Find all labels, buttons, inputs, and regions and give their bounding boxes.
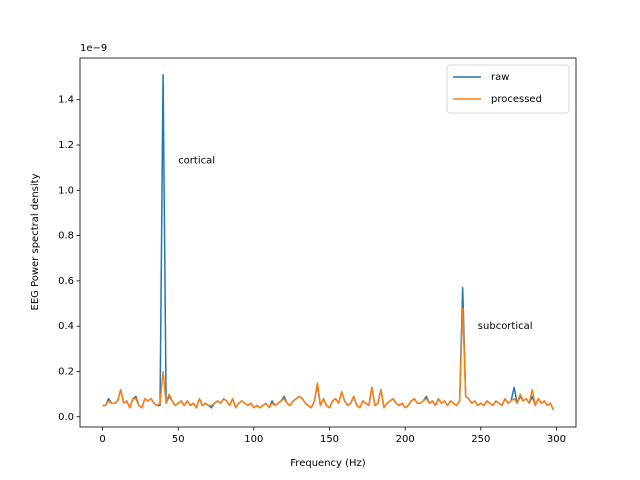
y-tick-label: 1.4: [58, 95, 74, 106]
x-tick-label: 0: [99, 434, 105, 445]
x-tick-label: 200: [396, 434, 415, 445]
annotation: subcortical: [478, 321, 533, 332]
legend-label: raw: [491, 72, 509, 83]
y-offset-label: 1e−9: [80, 43, 107, 54]
annotation: cortical: [178, 156, 215, 167]
y-tick-label: 1.2: [58, 140, 74, 151]
x-tick-label: 250: [471, 434, 490, 445]
x-tick-label: 300: [547, 434, 566, 445]
x-tick-label: 50: [172, 434, 185, 445]
x-tick-label: 100: [244, 434, 263, 445]
legend-label: processed: [491, 94, 542, 105]
y-tick-label: 1.0: [58, 185, 74, 196]
x-axis-label: Frequency (Hz): [290, 458, 366, 469]
y-tick-label: 0.0: [58, 412, 74, 423]
line-series: [102, 307, 555, 411]
y-axis-label: EEG Power spectral density: [30, 173, 41, 310]
x-tick-label: 150: [320, 434, 339, 445]
y-tick-label: 0.4: [58, 321, 74, 332]
y-tick-label: 0.8: [58, 231, 74, 242]
plot-frame: [79, 57, 577, 428]
y-tick-label: 0.2: [58, 367, 74, 378]
y-tick-label: 0.6: [58, 276, 74, 287]
